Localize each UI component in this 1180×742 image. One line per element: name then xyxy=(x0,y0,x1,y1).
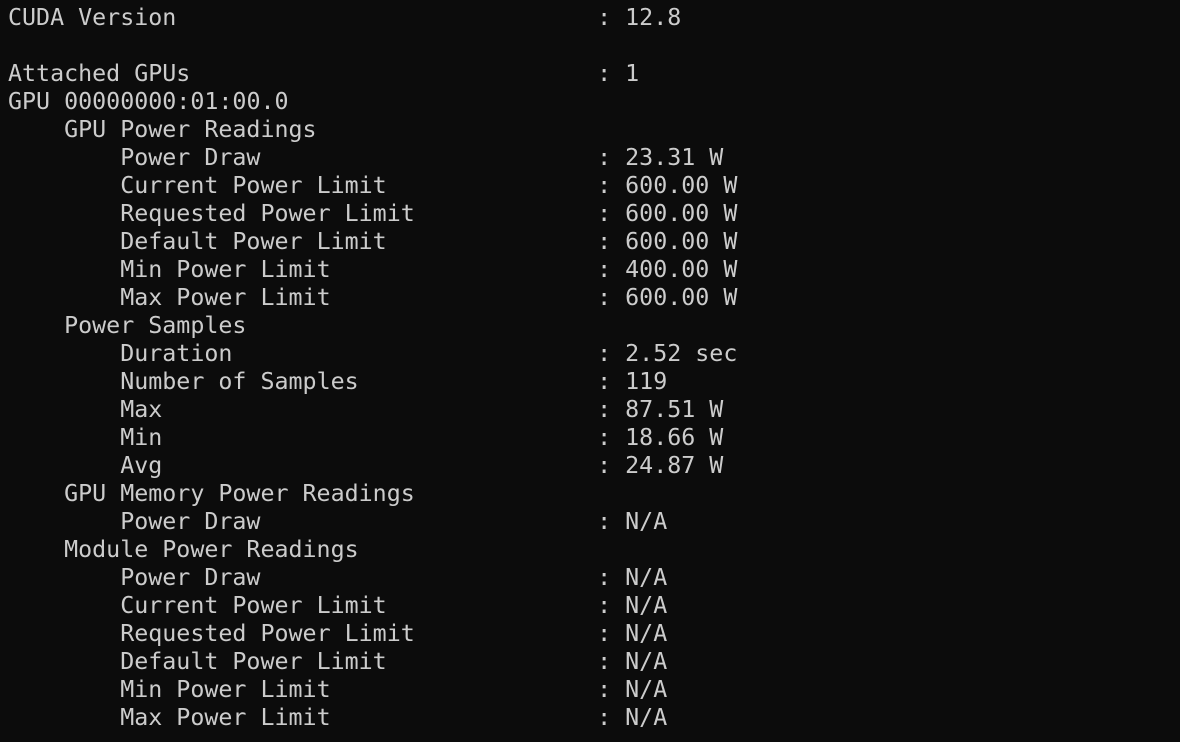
row-value: 12.8 xyxy=(625,4,682,31)
row-number-of-samples: Number of Samples: 119 xyxy=(8,368,1180,396)
colon-separator: : xyxy=(597,704,626,731)
row-gpu-id: GPU 00000000:01:00.0 xyxy=(8,88,1180,116)
row-label: Default Power Limit xyxy=(120,648,387,675)
row-value: N/A xyxy=(625,620,668,647)
row-value: N/A xyxy=(625,704,668,731)
colon-separator: : xyxy=(597,508,626,535)
colon-separator: : xyxy=(597,200,626,227)
row-value: N/A xyxy=(625,648,668,675)
row-value: 119 xyxy=(625,368,668,395)
row-section-power-samples: Power Samples xyxy=(8,312,1180,340)
colon-separator: : xyxy=(597,256,626,283)
row-module-max-power-limit: Max Power Limit: N/A xyxy=(8,704,1180,732)
colon-separator: : xyxy=(597,172,626,199)
row-label: Requested Power Limit xyxy=(120,200,415,227)
row-current-power-limit: Current Power Limit: 600.00 W xyxy=(8,172,1180,200)
row-label: CUDA Version xyxy=(8,4,177,31)
section-header-label: Module Power Readings xyxy=(64,536,359,563)
row-label: Attached GPUs xyxy=(8,60,191,87)
colon-separator: : xyxy=(597,676,626,703)
section-header-label: GPU Memory Power Readings xyxy=(64,480,415,507)
row-value: N/A xyxy=(625,564,668,591)
row-memory-power-draw: Power Draw: N/A xyxy=(8,508,1180,536)
colon-separator: : xyxy=(597,396,626,423)
colon-separator: : xyxy=(597,564,626,591)
row-requested-power-limit: Requested Power Limit: 600.00 W xyxy=(8,200,1180,228)
row-section-module-power-readings: Module Power Readings xyxy=(8,536,1180,564)
row-min-power-limit: Min Power Limit: 400.00 W xyxy=(8,256,1180,284)
row-max-power-limit: Max Power Limit: 600.00 W xyxy=(8,284,1180,312)
colon-separator: : xyxy=(597,284,626,311)
row-value: 600.00 W xyxy=(625,284,738,311)
row-label: Max Power Limit xyxy=(120,284,331,311)
row-label: Current Power Limit xyxy=(120,592,387,619)
row-label: Current Power Limit xyxy=(120,172,387,199)
row-samples-min: Min: 18.66 W xyxy=(8,424,1180,452)
row-value: 2.52 sec xyxy=(625,340,738,367)
row-module-power-draw: Power Draw: N/A xyxy=(8,564,1180,592)
colon-separator: : xyxy=(597,424,626,451)
row-label: Min Power Limit xyxy=(120,676,331,703)
row-module-current-power-limit: Current Power Limit: N/A xyxy=(8,592,1180,620)
colon-separator: : xyxy=(597,592,626,619)
colon-separator: : xyxy=(597,340,626,367)
row-label: Requested Power Limit xyxy=(120,620,415,647)
row-label: Min Power Limit xyxy=(120,256,331,283)
row-module-default-power-limit: Default Power Limit: N/A xyxy=(8,648,1180,676)
row-value: 1 xyxy=(625,60,640,87)
colon-separator: : xyxy=(597,452,626,479)
section-header-label: Power Samples xyxy=(64,312,247,339)
row-value: 87.51 W xyxy=(625,396,724,423)
row-default-power-limit: Default Power Limit: 600.00 W xyxy=(8,228,1180,256)
row-module-requested-power-limit: Requested Power Limit: N/A xyxy=(8,620,1180,648)
row-label: Avg xyxy=(120,452,163,479)
colon-separator: : xyxy=(597,144,626,171)
row-value: 23.31 W xyxy=(625,144,724,171)
colon-separator: : xyxy=(597,648,626,675)
colon-separator: : xyxy=(597,368,626,395)
row-cuda-version: CUDA Version: 12.8 xyxy=(8,4,1180,32)
row-value: 18.66 W xyxy=(625,424,724,451)
row-samples-max: Max: 87.51 W xyxy=(8,396,1180,424)
row-value: 600.00 W xyxy=(625,200,738,227)
row-label: Number of Samples xyxy=(120,368,359,395)
row-blank xyxy=(8,32,1180,60)
row-value: 400.00 W xyxy=(625,256,738,283)
row-attached-gpus: Attached GPUs: 1 xyxy=(8,60,1180,88)
row-section-gpu-memory-power-readings: GPU Memory Power Readings xyxy=(8,480,1180,508)
row-section-gpu-power-readings: GPU Power Readings xyxy=(8,116,1180,144)
row-label: Power Draw xyxy=(120,508,261,535)
colon-separator: : xyxy=(597,228,626,255)
section-header-label: GPU Power Readings xyxy=(64,116,317,143)
row-power-draw: Power Draw: 23.31 W xyxy=(8,144,1180,172)
row-value: N/A xyxy=(625,676,668,703)
row-label: Power Draw xyxy=(120,144,261,171)
row-label: Duration xyxy=(120,340,233,367)
row-value: N/A xyxy=(625,508,668,535)
row-value: 24.87 W xyxy=(625,452,724,479)
row-value: 600.00 W xyxy=(625,228,738,255)
row-module-min-power-limit: Min Power Limit: N/A xyxy=(8,676,1180,704)
row-label: Max Power Limit xyxy=(120,704,331,731)
row-label: Max xyxy=(120,396,163,423)
row-label: GPU 00000000:01:00.0 xyxy=(8,88,289,115)
row-value: N/A xyxy=(625,592,668,619)
colon-separator: : xyxy=(597,60,626,87)
row-samples-avg: Avg: 24.87 W xyxy=(8,452,1180,480)
row-label: Min xyxy=(120,424,163,451)
row-value: 600.00 W xyxy=(625,172,738,199)
row-label: Default Power Limit xyxy=(120,228,387,255)
colon-separator: : xyxy=(597,620,626,647)
row-duration: Duration: 2.52 sec xyxy=(8,340,1180,368)
colon-separator: : xyxy=(597,4,626,31)
row-label: Power Draw xyxy=(120,564,261,591)
